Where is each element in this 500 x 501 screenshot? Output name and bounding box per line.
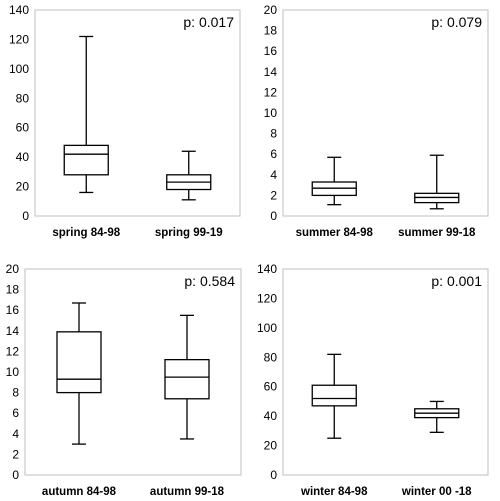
y-tick-label: 60: [264, 380, 278, 394]
iqr-box: [164, 358, 210, 400]
plot-frame: [24, 268, 242, 476]
y-tick-label: 40: [264, 409, 278, 423]
plot-frame: [34, 9, 241, 217]
y-tick-label: 140: [257, 262, 277, 276]
panel-4: 0 20 40 60 80 100 120 140 p: 0.001 winter 84-98 wi…: [257, 262, 489, 498]
y-tick-label: 10: [264, 106, 278, 120]
y-tick-label: 12: [6, 344, 20, 358]
category-label: summer 84-98: [296, 227, 374, 239]
category-label: winter 00 -18: [401, 486, 472, 498]
y-tick-label: 20: [264, 439, 278, 453]
y-tick-label: 8: [270, 127, 277, 141]
y-tick-label: 120: [9, 32, 29, 46]
y-tick-label: 16: [6, 303, 20, 317]
plot-frame: [282, 9, 489, 217]
panel-1: 0 20 40 60 80 100 120 140 p: 0.017 spring 84-98 sp…: [9, 3, 241, 239]
y-tick-label: 14: [6, 324, 20, 338]
y-tick-label: 0: [270, 209, 277, 223]
box-1: [311, 156, 357, 206]
box-1: [63, 35, 109, 194]
box-2: [414, 154, 460, 210]
panel-3: 0 2 4 6 8 10 12 14 16 18 20 p: 0.584 autumn 84-98 aut…: [6, 262, 242, 498]
p-value-annotation: p: 0.079: [431, 14, 482, 30]
y-tick-label: 0: [270, 468, 277, 482]
y-tick-label: 40: [16, 150, 30, 164]
category-label: spring 84-98: [52, 227, 120, 239]
box-2: [414, 400, 460, 433]
y-tick-label: 8: [12, 386, 19, 400]
y-tick-label: 80: [16, 91, 30, 105]
y-tick-label: 120: [257, 291, 277, 305]
box-2: [164, 314, 210, 440]
y-tick-label: 20: [264, 3, 278, 17]
y-tick-label: 0: [22, 209, 29, 223]
y-tick-label: 60: [16, 121, 30, 135]
y-tick-label: 4: [270, 168, 277, 182]
iqr-box: [311, 384, 357, 407]
plot-frame: [282, 268, 489, 476]
y-tick-label: 16: [264, 44, 278, 58]
y-tick-label: 140: [9, 3, 29, 17]
iqr-box: [63, 144, 109, 176]
y-tick-label: 100: [9, 62, 29, 76]
y-tick-label: 10: [6, 365, 20, 379]
iqr-box: [56, 331, 102, 394]
y-tick-label: 20: [6, 262, 20, 276]
category-label: spring 99-19: [155, 227, 223, 239]
category-label: winter 84-98: [300, 486, 368, 498]
category-label: autumn 84-98: [42, 486, 117, 498]
y-tick-label: 18: [264, 24, 278, 38]
box-2: [166, 150, 212, 201]
y-tick-label: 4: [12, 427, 19, 441]
box-1: [311, 353, 357, 439]
y-tick-label: 2: [270, 188, 277, 202]
y-tick-label: 2: [12, 447, 19, 461]
y-tick-label: 20: [16, 180, 30, 194]
p-value-annotation: p: 0.017: [183, 14, 234, 30]
category-label: autumn 99-18: [150, 486, 225, 498]
y-tick-label: 6: [12, 406, 19, 420]
panel-2: 0 2 4 6 8 10 12 14 16 18 20 p: 0.079 summer 84-98 sum…: [264, 3, 489, 239]
y-tick-label: 0: [12, 468, 19, 482]
p-value-annotation: p: 0.001: [431, 273, 482, 289]
box-1: [56, 302, 102, 445]
y-tick-label: 18: [6, 283, 20, 297]
y-tick-label: 14: [264, 65, 278, 79]
p-value-annotation: p: 0.584: [184, 273, 235, 289]
category-label: summer 99-18: [398, 227, 476, 239]
y-tick-label: 80: [264, 350, 278, 364]
y-tick-label: 12: [264, 85, 278, 99]
y-tick-label: 6: [270, 147, 277, 161]
y-tick-label: 100: [257, 321, 277, 335]
